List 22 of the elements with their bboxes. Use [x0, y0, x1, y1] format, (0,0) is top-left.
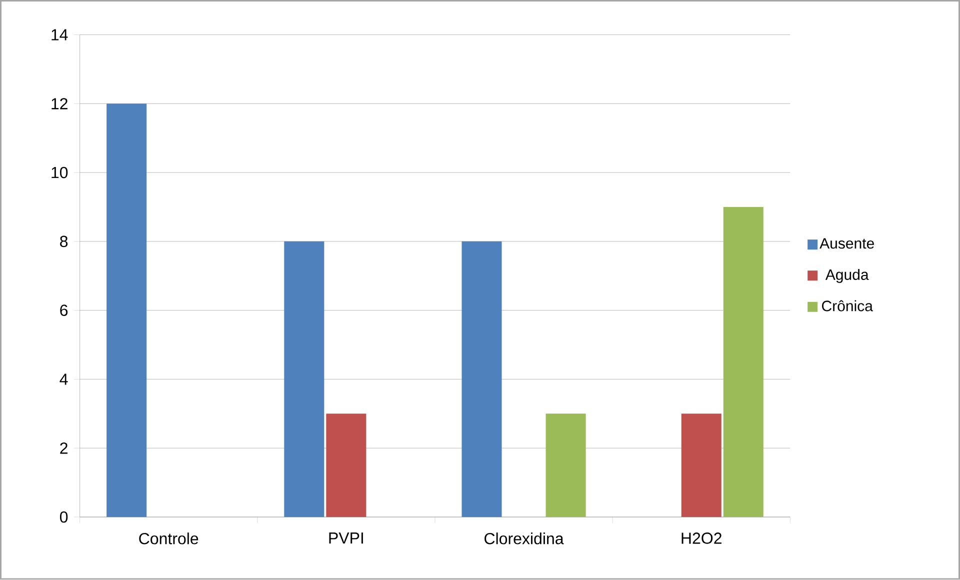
- y-tick-label: 2: [60, 442, 68, 454]
- legend-label: Ausente: [820, 238, 874, 249]
- legend-label: Aguda: [825, 269, 869, 284]
- bar: [326, 414, 366, 518]
- bar: [546, 414, 586, 518]
- y-tick-label: 8: [60, 236, 68, 248]
- x-tick-label: Controle: [139, 532, 198, 544]
- y-tick-label: 6: [60, 304, 68, 316]
- y-tick-label: 14: [52, 29, 68, 40]
- bar: [681, 414, 722, 518]
- x-tick-label: PVPI: [329, 532, 363, 544]
- y-tick-label: 12: [52, 98, 68, 110]
- legend-label: Crônica: [822, 300, 873, 312]
- y-tick-label: 0: [60, 511, 68, 523]
- bar: [284, 242, 324, 518]
- y-tick-label: 4: [60, 374, 68, 385]
- x-tick-label: Clorexidina: [484, 532, 564, 544]
- bar: [462, 242, 502, 518]
- bar: [723, 207, 764, 518]
- x-tick-label: H2O2: [682, 532, 722, 544]
- y-tick-label: 10: [52, 166, 68, 178]
- bar: [106, 104, 147, 518]
